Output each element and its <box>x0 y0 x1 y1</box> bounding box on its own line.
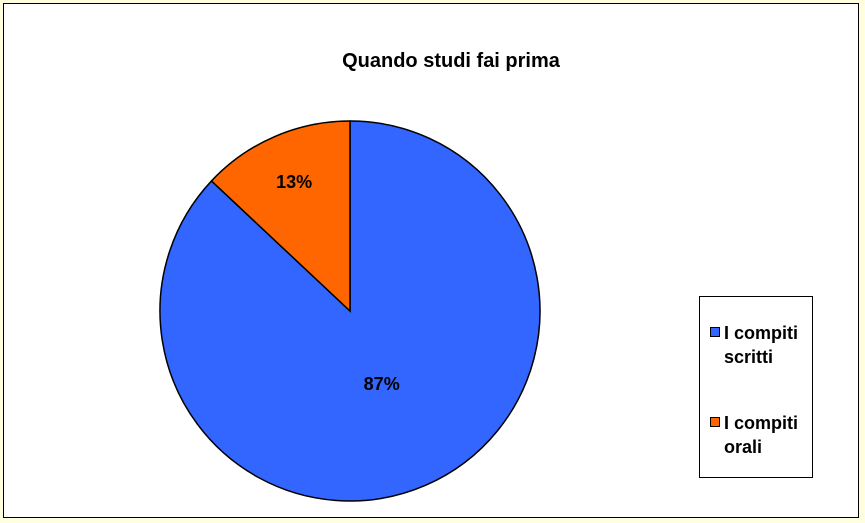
legend-label-scritti: I compiti scritti <box>724 323 799 367</box>
chart-area: Quando studi fai prima 87% 13% I compiti … <box>3 3 859 518</box>
legend-swatch-orali <box>710 417 720 427</box>
pie-slices <box>159 120 541 502</box>
legend: I compiti scritti I compiti orali <box>699 296 813 478</box>
data-label-orali: 13% <box>276 172 312 192</box>
data-label-scritti: 87% <box>364 374 400 394</box>
pie-chart: 87% 13% <box>159 120 541 502</box>
legend-swatch-scritti <box>710 327 720 337</box>
pie-slice-orali <box>210 120 351 313</box>
chart-title: Quando studi fai prima <box>342 50 560 72</box>
legend-label-orali: I compiti orali <box>724 413 799 457</box>
pie-data-labels: 87% 13% <box>276 172 400 394</box>
